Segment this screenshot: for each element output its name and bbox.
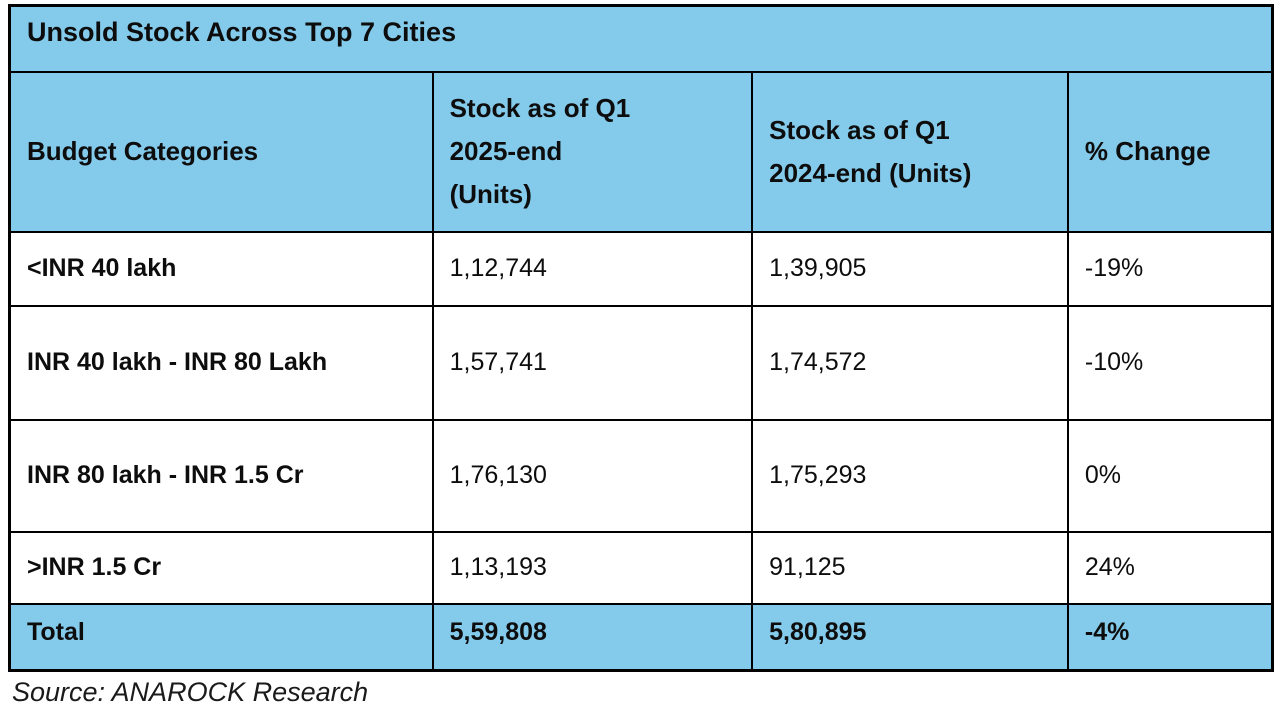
table-header-row: Budget Categories Stock as of Q1 2025-en… xyxy=(8,70,1274,233)
header-line: Stock as of Q1 xyxy=(449,93,631,124)
header-line: 2024-end (Units) xyxy=(769,157,972,188)
cell-total-label: Total xyxy=(8,602,434,672)
column-header-pct-change: % Change xyxy=(1066,70,1274,233)
table-row: INR 80 lakh - INR 1.5 Cr 1,76,130 1,75,2… xyxy=(8,418,1274,533)
source-attribution: Source: ANAROCK Research xyxy=(12,677,369,707)
cell-total-pct-change: -4% xyxy=(1066,602,1274,672)
table-total-row: Total 5,59,808 5,80,895 -4% xyxy=(8,602,1274,672)
cell-stock-2025: 1,57,741 xyxy=(431,304,754,421)
cell-stock-2024: 1,39,905 xyxy=(751,230,1069,307)
unsold-stock-table-container: Unsold Stock Across Top 7 Cities Budget … xyxy=(8,4,1274,708)
cell-stock-2024: 91,125 xyxy=(751,530,1069,605)
cell-total-stock-2024: 5,80,895 xyxy=(751,602,1069,672)
table-row: INR 40 lakh - INR 80 Lakh 1,57,741 1,74,… xyxy=(8,304,1274,421)
header-line: 2025-end xyxy=(449,136,563,167)
header-line: % Change xyxy=(1084,136,1211,167)
table-row: >INR 1.5 Cr 1,13,193 91,125 24% xyxy=(8,530,1274,605)
header-line: (Units) xyxy=(449,178,532,209)
cell-pct-change: 24% xyxy=(1066,530,1274,605)
unsold-stock-table: Unsold Stock Across Top 7 Cities Budget … xyxy=(8,4,1274,672)
column-header-stock-q1-2024: Stock as of Q1 2024-end (Units) xyxy=(751,70,1069,233)
cell-category: INR 80 lakh - INR 1.5 Cr xyxy=(8,418,434,533)
cell-stock-2025: 1,76,130 xyxy=(431,418,754,533)
cell-category: INR 40 lakh - INR 80 Lakh xyxy=(8,304,434,421)
header-line: Stock as of Q1 xyxy=(769,114,950,145)
cell-stock-2024: 1,75,293 xyxy=(751,418,1069,533)
cell-stock-2025: 1,12,744 xyxy=(431,230,754,307)
cell-stock-2025: 1,13,193 xyxy=(431,530,754,605)
table-row: <INR 40 lakh 1,12,744 1,39,905 -19% xyxy=(8,230,1274,307)
column-header-budget-categories: Budget Categories xyxy=(8,70,434,233)
cell-pct-change: -19% xyxy=(1066,230,1274,307)
cell-category: >INR 1.5 Cr xyxy=(8,530,434,605)
cell-pct-change: 0% xyxy=(1066,418,1274,533)
header-line: Budget Categories xyxy=(27,136,259,167)
table-title-row: Unsold Stock Across Top 7 Cities xyxy=(8,4,1274,73)
table-title: Unsold Stock Across Top 7 Cities xyxy=(8,4,1274,73)
cell-pct-change: -10% xyxy=(1066,304,1274,421)
cell-stock-2024: 1,74,572 xyxy=(751,304,1069,421)
cell-category: <INR 40 lakh xyxy=(8,230,434,307)
column-header-stock-q1-2025: Stock as of Q1 2025-end (Units) xyxy=(431,70,754,233)
cell-total-stock-2025: 5,59,808 xyxy=(431,602,754,672)
